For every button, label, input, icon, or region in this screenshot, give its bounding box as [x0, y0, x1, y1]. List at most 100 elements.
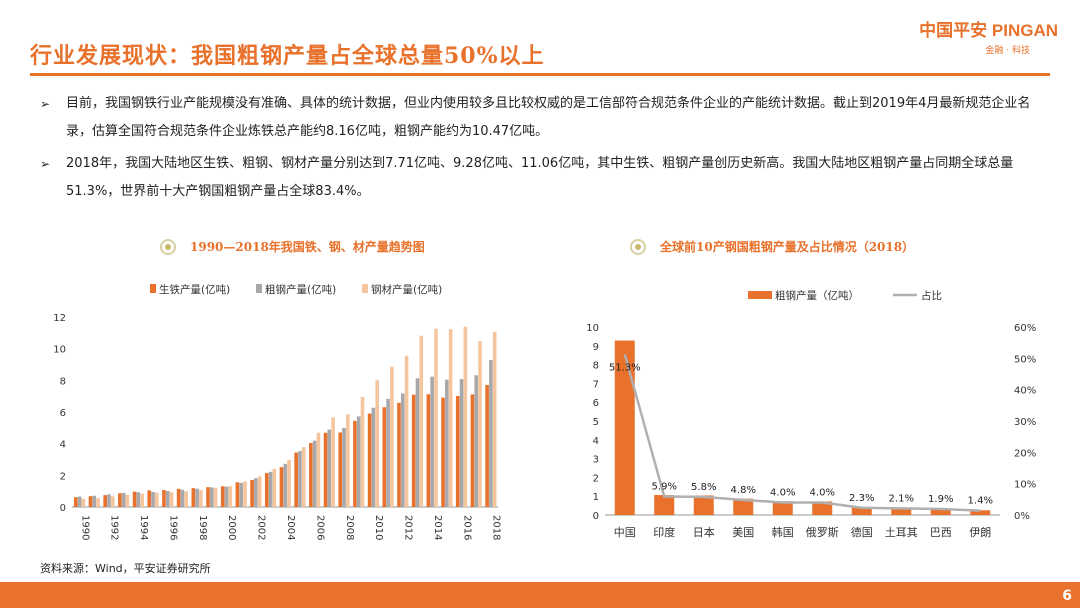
chart1-x-tick-label: 2012 — [403, 515, 414, 540]
chart1-bar-粗钢产量(亿吨)-2011 — [386, 398, 390, 507]
chart1-x-tick-label: 1996 — [167, 515, 178, 540]
chart1-bar-钢材产量(亿吨)-1994 — [140, 493, 144, 507]
chart1-bar-钢材产量(亿吨)-2008 — [346, 414, 350, 507]
chart1-legend-swatch — [150, 284, 156, 293]
chart1-bar-粗钢产量(亿吨)-2014 — [430, 376, 434, 507]
chart1-bar-钢材产量(亿吨)-2014 — [434, 328, 438, 507]
chart2-y-tick-label: 4 — [593, 436, 599, 447]
chart1-bar-钢材产量(亿吨)-1996 — [169, 492, 174, 507]
chart1-bar-生铁产量(亿吨)-2005 — [294, 452, 298, 507]
chart1-bar-钢材产量(亿吨)-2016 — [463, 326, 468, 507]
chart2-x-tick-label: 韩国 — [772, 525, 794, 539]
chart1-bar-生铁产量(亿吨)-2008 — [338, 432, 343, 507]
chart1-bar-钢材产量(亿吨)-2018 — [492, 331, 497, 507]
logo-tagline: 金融 · 科技 — [985, 46, 1030, 56]
chart1-x-tick-label: 1992 — [109, 515, 120, 540]
chart1-bar-粗钢产量(亿吨)-2003 — [268, 471, 273, 507]
chart1-bar-生铁产量(亿吨)-1996 — [162, 490, 166, 507]
chart2-bar-印度 — [654, 495, 675, 515]
chart1-bar-生铁产量(亿吨)-1991 — [88, 496, 93, 507]
chart2-y-tick-label: 8 — [593, 361, 599, 372]
chart1-bar-钢材产量(亿吨)-1990 — [81, 498, 86, 507]
chart1-legend-label: 粗钢产量(亿吨) — [265, 283, 336, 296]
chart1-bar-粗钢产量(亿吨)-2009 — [356, 416, 361, 507]
chart1-bar-粗钢产量(亿吨)-1993 — [121, 492, 126, 507]
chart2-y-tick-label: 5 — [593, 417, 599, 428]
chart2-data-label: 51.3% — [609, 362, 641, 373]
chart1-bar-生铁产量(亿吨)-2003 — [264, 473, 269, 507]
chart1-bar-粗钢产量(亿吨)-2004 — [283, 463, 288, 507]
chart1-bar-钢材产量(亿吨)-2004 — [287, 459, 291, 507]
chart1-bar-钢材产量(亿吨)-2009 — [360, 396, 365, 507]
chart1-bar-钢材产量(亿吨)-2011 — [390, 366, 394, 507]
bullet-list: ➢ 目前，我国钢铁行业产能规模没有准确、具体的统计数据，但业内使用较多且比较权威… — [40, 90, 1040, 210]
chart2-legend-swatch-bar — [748, 291, 772, 299]
chart2-x-tick-label: 俄罗斯 — [806, 526, 839, 539]
chart1-bar-生铁产量(亿吨)-1995 — [147, 490, 152, 507]
chart1-x-tick-label: 2010 — [373, 515, 384, 540]
chart1-bar-粗钢产量(亿吨)-1992 — [107, 494, 111, 507]
title-divider — [30, 73, 1050, 76]
chart1-bar-生铁产量(亿吨)-2010 — [367, 413, 372, 507]
bullet-item-capacity: ➢ 目前，我国钢铁行业产能规模没有准确、具体的统计数据，但业内使用较多且比较权威… — [40, 90, 1040, 146]
chart1-legend-label: 钢材产量(亿吨) — [371, 283, 442, 296]
chart1-bar-钢材产量(亿吨)-2010 — [375, 380, 379, 507]
chart1-x-tick-label: 2000 — [226, 515, 237, 540]
chart1-bar-生铁产量(亿吨)-2006 — [309, 443, 313, 507]
chart2-bar-美国 — [733, 498, 754, 515]
chart1-bar-粗钢产量(亿吨)-2013 — [415, 378, 420, 507]
chart2-x-tick-label: 印度 — [653, 525, 675, 539]
chart1-x-tick-label: 2008 — [344, 515, 355, 540]
chart1-bar-钢材产量(亿吨)-2001 — [243, 481, 247, 507]
chart1-bar-粗钢产量(亿吨)-2012 — [400, 393, 405, 507]
chart2-bar-土耳其 — [891, 508, 912, 515]
source-note: 资料来源：Wind，平安证券研究所 — [40, 562, 211, 575]
chart1-bar-生铁产量(亿吨)-2001 — [235, 482, 240, 507]
chart2-data-label: 5.8% — [691, 482, 716, 493]
chart1-bar-生铁产量(亿吨)-2018 — [485, 384, 489, 507]
arrow-bullet-icon: ➢ — [40, 97, 51, 111]
chart1-bar-生铁产量(亿吨)-1994 — [132, 491, 137, 507]
chart2-y2-tick-label: 20% — [1014, 448, 1036, 459]
chart1-y-tick-label: 0 — [60, 503, 66, 514]
target-icon — [630, 238, 646, 255]
chart1-bar-粗钢产量(亿吨)-2008 — [342, 427, 346, 507]
chart1-bar-粗钢产量(亿吨)-2005 — [298, 451, 302, 507]
chart2-bar-伊朗 — [970, 510, 991, 515]
chart1-bar-钢材产量(亿吨)-1997 — [184, 491, 189, 507]
chart1-bar-生铁产量(亿吨)-2017 — [470, 394, 475, 507]
chart2-y2-tick-label: 10% — [1014, 480, 1036, 491]
target-icon — [160, 238, 176, 255]
chart1-bar-粗钢产量(亿吨)-1995 — [151, 491, 155, 507]
bullet-text: 2018年，我国大陆地区生铁、粗钢、钢材产量分别达到7.71亿吨、9.28亿吨、… — [66, 156, 1014, 199]
chart1-bar-钢材产量(亿吨)-2013 — [419, 335, 424, 507]
chart1-bar-钢材产量(亿吨)-1991 — [96, 498, 100, 507]
chart1-bar-粗钢产量(亿吨)-2002 — [254, 478, 258, 507]
chart2-y2-tick-label: 60% — [1014, 323, 1036, 334]
chart2-y-tick-label: 1 — [593, 492, 599, 503]
pingan-logo: 中国平安 PINGAN 金融 · 科技 — [919, 16, 1058, 56]
chart1-bar-生铁产量(亿吨)-2004 — [279, 467, 284, 507]
chart1-bar-粗钢产量(亿吨)-2016 — [459, 379, 464, 507]
chart2-y-tick-label: 7 — [593, 379, 599, 390]
chart2-data-label: 4.0% — [770, 487, 795, 498]
chart2-y-tick-label: 10 — [586, 323, 599, 334]
chart1-bar-钢材产量(亿吨)-1992 — [110, 496, 115, 507]
chart1-bar-钢材产量(亿吨)-1995 — [155, 492, 159, 507]
chart1-bar-钢材产量(亿吨)-2005 — [301, 447, 306, 507]
chart2-y2-tick-label: 40% — [1014, 386, 1036, 397]
chart2-data-label: 2.3% — [849, 493, 874, 504]
chart1-bar-粗钢产量(亿吨)-1996 — [165, 491, 170, 507]
chart1-header: 1990—2018年我国铁、钢、材产量趋势图 — [160, 238, 425, 255]
chart2-header: 全球前10产钢国粗钢产量及占比情况（2018） — [630, 238, 914, 255]
chart2-y2-tick-label: 0% — [1014, 511, 1030, 522]
chart2-data-label: 1.9% — [928, 494, 953, 505]
chart1-bar-粗钢产量(亿吨)-2006 — [312, 440, 317, 507]
chart2-y2-tick-label: 50% — [1014, 354, 1036, 365]
chart1-bar-粗钢产量(亿吨)-1997 — [180, 489, 185, 507]
chart2-data-label: 2.1% — [889, 493, 914, 504]
chart1-y-tick-label: 8 — [60, 376, 66, 387]
bullet-item-production: ➢ 2018年，我国大陆地区生铁、粗钢、钢材产量分别达到7.71亿吨、9.28亿… — [40, 150, 1040, 206]
chart1-bar-生铁产量(亿吨)-2014 — [426, 394, 431, 507]
